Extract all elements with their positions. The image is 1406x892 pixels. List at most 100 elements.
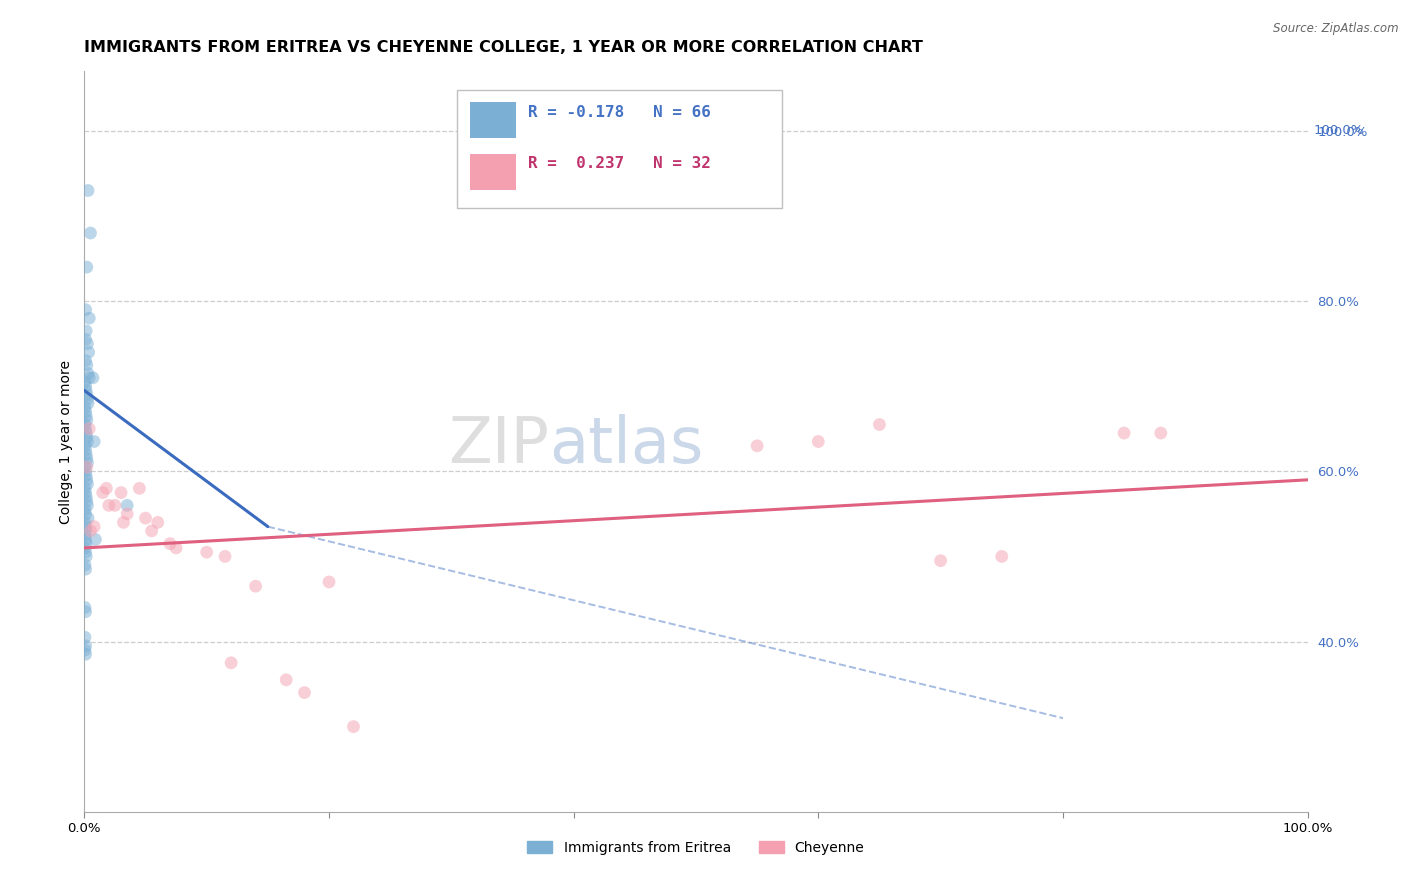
Point [75,545,97,559]
Point [75,443,97,458]
FancyBboxPatch shape [457,90,782,209]
Point [77,422,100,436]
Text: atlas: atlas [550,414,703,476]
Point [110,485,132,500]
Point [75,405,97,419]
Point [75,384,97,398]
Point [77,396,100,410]
Point [75,639,97,653]
Point [75,507,97,521]
Point [75,533,97,547]
Point [75,519,97,533]
Point [76,430,98,444]
Point [747,439,769,453]
Point [73,439,96,453]
Point [75,379,97,393]
Point [77,311,100,326]
Point [73,558,96,572]
Point [115,499,138,513]
Point [73,643,96,657]
Point [77,370,100,384]
Point [96,481,118,495]
Y-axis label: College, 1 year or more: College, 1 year or more [59,359,73,524]
Text: ZIP: ZIP [449,414,550,476]
Point [159,536,181,550]
Point [91,485,114,500]
Point [75,605,97,619]
Point [1114,425,1136,440]
Point [75,464,97,478]
Point [141,524,163,538]
Point [76,358,98,372]
Point [1150,425,1173,440]
Point [76,336,98,351]
Text: R =  0.237   N = 32: R = 0.237 N = 32 [529,156,711,171]
Point [245,579,267,593]
Point [869,417,891,432]
Point [75,485,97,500]
Text: R = -0.178   N = 66: R = -0.178 N = 66 [529,104,711,120]
FancyBboxPatch shape [470,103,516,138]
Legend: Immigrants from Eritrea, Cheyenne: Immigrants from Eritrea, Cheyenne [522,835,870,860]
Point [75,447,97,461]
Point [104,499,127,513]
Point [73,375,96,389]
Point [318,574,340,589]
Point [82,370,104,384]
Point [276,673,298,687]
Text: Source: ZipAtlas.com: Source: ZipAtlas.com [1274,22,1399,36]
Point [128,481,150,495]
Point [76,392,98,406]
Point [991,549,1014,564]
Point [79,226,101,240]
Point [77,184,100,198]
Point [146,516,169,530]
Point [112,516,135,530]
Point [75,425,97,440]
Point [73,481,96,495]
Point [97,499,120,513]
Point [73,460,96,475]
Point [76,451,98,466]
Point [79,524,101,538]
Point [75,333,97,347]
Point [76,413,98,427]
Point [75,468,97,483]
Point [76,499,98,513]
Point [115,507,138,521]
Point [73,417,96,432]
Point [294,685,316,699]
Point [76,473,98,487]
Point [76,460,98,475]
Point [75,302,97,317]
Point [219,656,242,670]
Point [195,545,218,559]
Point [75,353,97,368]
Point [214,549,236,564]
Point [75,524,97,538]
Point [76,434,98,449]
Point [75,422,97,436]
Point [73,630,96,644]
Point [77,511,100,525]
Point [75,536,97,550]
FancyBboxPatch shape [470,154,516,190]
Point [929,554,952,568]
Point [76,456,98,470]
Point [77,367,100,381]
Point [83,519,105,533]
Point [75,490,97,504]
Point [73,502,96,516]
Point [165,541,187,555]
Point [75,324,97,338]
Point [75,409,97,423]
Point [76,477,98,491]
Point [83,434,105,449]
Point [73,541,96,555]
Point [73,528,96,542]
Point [75,549,97,564]
Point [84,533,107,547]
Point [135,511,157,525]
Point [75,648,97,662]
Point [73,401,96,415]
